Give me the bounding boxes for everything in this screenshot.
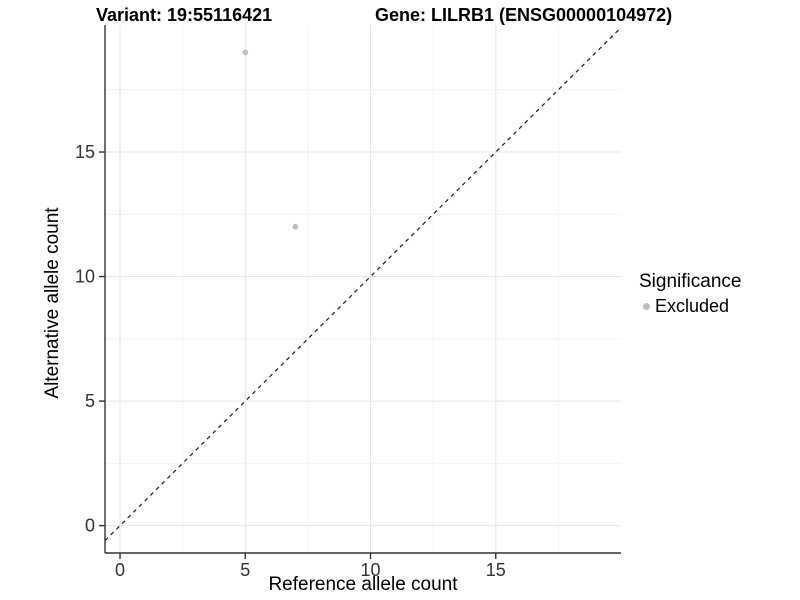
- plot-title-variant: Variant: 19:55116421: [96, 5, 273, 25]
- axis-tick-labels: 0 5 10 15 0 5 10 15: [75, 142, 506, 580]
- x-tick-label: 0: [115, 560, 125, 580]
- x-tick-label: 10: [360, 560, 380, 580]
- y-tick-label: 10: [75, 267, 95, 287]
- legend-item-label: Excluded: [655, 296, 730, 316]
- legend-item-excluded: Excluded: [639, 296, 741, 316]
- data-points: [242, 49, 299, 230]
- y-axis-title: Alternative allele count: [42, 207, 63, 399]
- identity-line-group: [105, 27, 621, 541]
- data-point: [242, 49, 249, 56]
- y-tick-label: 0: [85, 516, 95, 536]
- axis-ticks: [99, 151, 497, 559]
- y-tick-label: 5: [85, 391, 95, 411]
- legend-title: Significance: [639, 271, 742, 292]
- plot-title-gene: Gene: LILRB1 (ENSG00000104972): [375, 5, 673, 25]
- y-tick-label: 15: [75, 142, 95, 162]
- identity-line: [105, 27, 621, 541]
- minor-gridlines: [105, 25, 621, 553]
- x-axis-title: Reference allele count: [268, 574, 458, 595]
- major-gridlines: [105, 25, 621, 553]
- data-point: [292, 223, 299, 230]
- x-tick-label: 5: [240, 560, 250, 580]
- excluded-point-icon: [643, 302, 650, 310]
- axis-lines: [104, 25, 621, 554]
- legend: Significance Excluded: [639, 271, 741, 316]
- x-tick-label: 15: [486, 560, 506, 580]
